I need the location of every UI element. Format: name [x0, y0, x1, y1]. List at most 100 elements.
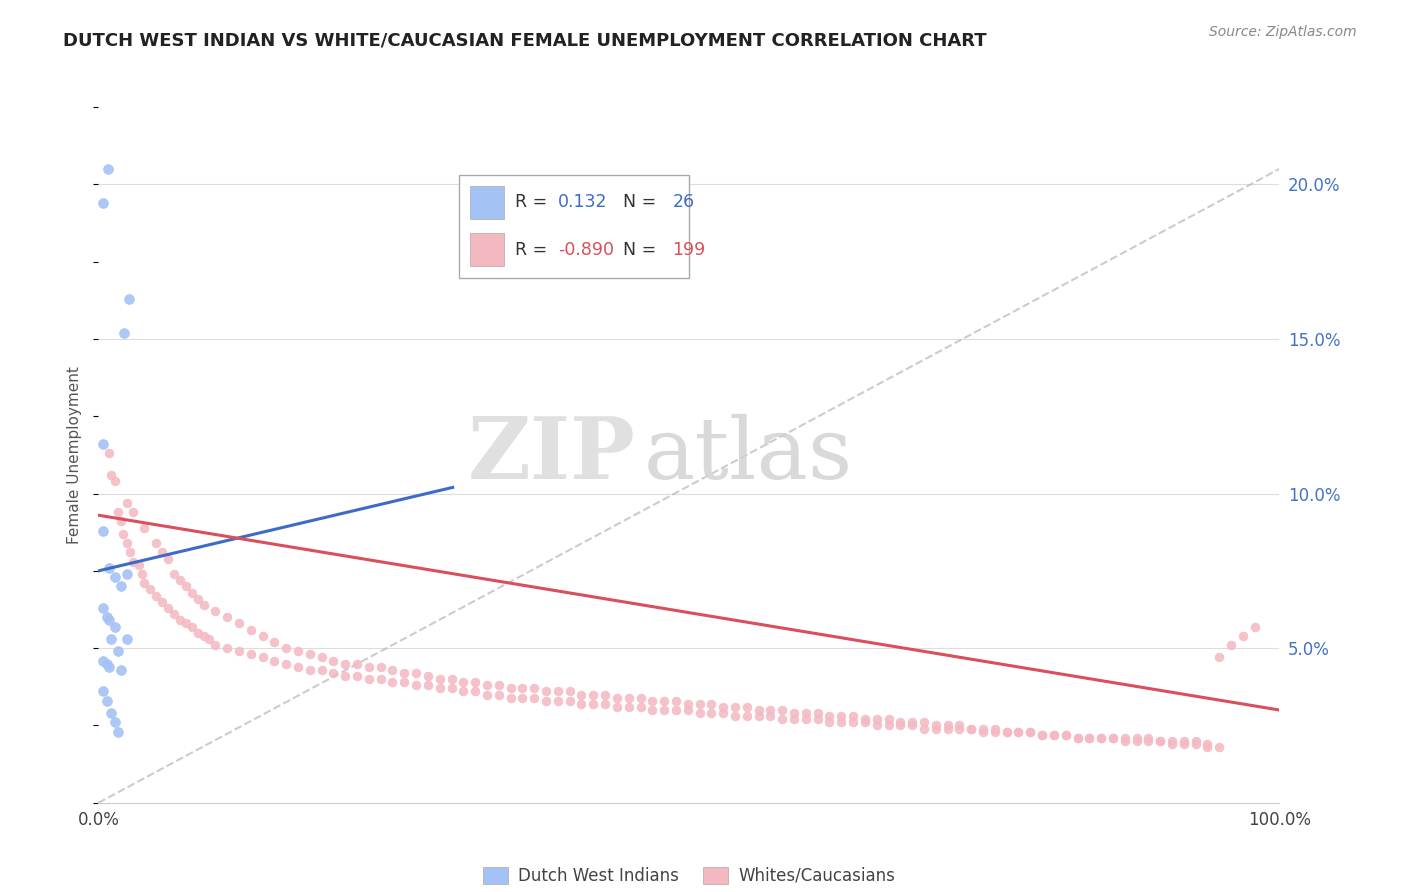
Point	[606, 690, 628, 705]
Point	[239, 648, 262, 662]
Text: atlas: atlas	[644, 413, 853, 497]
Point	[676, 697, 699, 711]
Point	[104, 619, 127, 633]
Point	[217, 610, 239, 624]
Point	[1066, 731, 1088, 745]
Point	[547, 694, 569, 708]
Point	[131, 566, 153, 581]
Point	[558, 684, 581, 698]
Point	[1043, 728, 1066, 742]
Point	[711, 706, 734, 720]
Point	[641, 703, 664, 717]
Point	[794, 706, 817, 720]
Point	[121, 505, 143, 519]
Point	[187, 625, 209, 640]
Point	[1090, 731, 1112, 745]
Point	[405, 678, 427, 692]
Point	[169, 613, 191, 627]
Point	[115, 536, 138, 550]
Point	[1137, 734, 1160, 748]
Point	[453, 684, 475, 698]
Point	[711, 700, 734, 714]
Point	[298, 648, 321, 662]
Point	[1102, 731, 1125, 745]
Point	[925, 722, 948, 736]
Point	[311, 650, 333, 665]
Point	[1114, 731, 1136, 745]
Point	[150, 595, 173, 609]
Point	[818, 715, 841, 730]
Text: R =: R =	[516, 241, 553, 259]
Point	[394, 665, 416, 680]
Point	[174, 616, 197, 631]
Point	[1173, 737, 1195, 751]
Point	[1149, 734, 1171, 748]
Point	[1184, 737, 1206, 751]
Point	[239, 623, 262, 637]
Point	[866, 718, 889, 732]
Point	[169, 573, 191, 587]
Point	[357, 672, 380, 686]
Point	[807, 712, 830, 726]
Point	[925, 718, 948, 732]
Point	[91, 195, 114, 210]
Point	[630, 690, 652, 705]
Point	[700, 697, 723, 711]
Point	[1090, 731, 1112, 745]
Point	[948, 722, 970, 736]
Point	[252, 629, 274, 643]
Point	[104, 570, 127, 584]
Point	[475, 688, 498, 702]
Point	[641, 694, 664, 708]
Point	[877, 712, 900, 726]
Point	[606, 700, 628, 714]
Text: N =: N =	[612, 241, 662, 259]
Point	[322, 665, 344, 680]
Point	[488, 688, 510, 702]
Point	[193, 598, 215, 612]
Point	[534, 684, 557, 698]
Point	[228, 644, 250, 658]
Point	[1078, 731, 1101, 745]
Point	[193, 629, 215, 643]
Point	[1007, 724, 1029, 739]
Point	[1232, 629, 1254, 643]
Point	[346, 657, 368, 671]
Point	[499, 681, 522, 696]
Point	[217, 641, 239, 656]
Bar	[471, 233, 503, 267]
Point	[204, 638, 226, 652]
Point	[748, 709, 770, 723]
Point	[972, 722, 994, 736]
Text: ZIP: ZIP	[468, 413, 636, 497]
Point	[842, 715, 865, 730]
Point	[830, 709, 852, 723]
Point	[429, 672, 451, 686]
Point	[901, 715, 924, 730]
Point	[91, 684, 114, 698]
Point	[157, 551, 180, 566]
Y-axis label: Female Unemployment: Female Unemployment	[67, 366, 83, 544]
Point	[228, 616, 250, 631]
Point	[1066, 731, 1088, 745]
Point	[440, 681, 463, 696]
Point	[464, 684, 486, 698]
Point	[1019, 724, 1042, 739]
Point	[1161, 737, 1184, 751]
Point	[842, 709, 865, 723]
Point	[118, 292, 141, 306]
Point	[429, 681, 451, 696]
FancyBboxPatch shape	[458, 175, 689, 277]
Point	[464, 675, 486, 690]
Point	[783, 712, 806, 726]
Point	[91, 601, 114, 615]
Point	[523, 681, 546, 696]
Point	[617, 700, 640, 714]
Point	[1054, 728, 1077, 742]
Point	[1078, 731, 1101, 745]
Point	[405, 665, 427, 680]
Point	[582, 688, 605, 702]
Point	[689, 697, 711, 711]
Point	[96, 657, 118, 671]
Point	[889, 715, 911, 730]
